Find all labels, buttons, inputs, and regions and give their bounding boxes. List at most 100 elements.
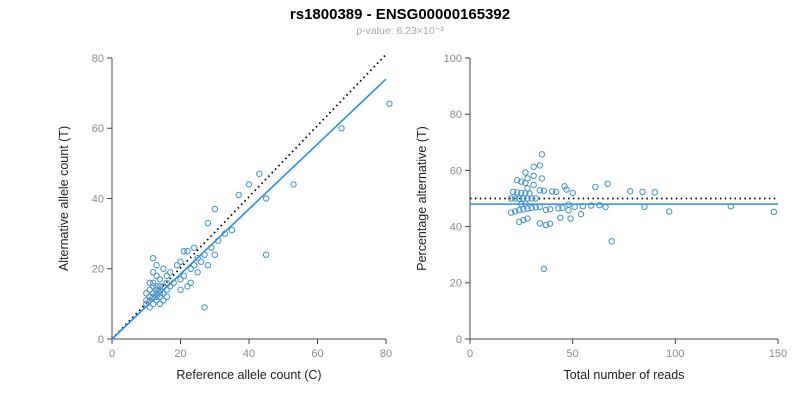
data-point [149,293,157,301]
data-point [160,290,167,297]
data-point [524,185,531,192]
data-point [177,276,184,283]
x-tick-label: 0 [467,348,473,360]
data-point [163,286,171,294]
data-point [514,177,521,184]
data-point [149,279,157,287]
data-point [146,286,153,294]
data-point [516,195,523,202]
data-point [156,300,164,308]
x-ticks: 0 50 100 150 [467,339,787,360]
data-point [538,175,546,182]
data-point [627,188,634,195]
data-point [156,283,164,290]
data-point [149,283,157,290]
data-point [536,220,544,227]
fit-line [111,78,387,340]
data-point [532,195,539,202]
data-point [524,205,531,212]
data-point [262,251,270,258]
data-point [538,151,546,158]
data-point [518,189,525,197]
data-point [163,279,171,287]
y-tick-label: 20 [450,278,462,290]
data-point [540,265,548,273]
data-point [516,218,523,226]
data-point [191,244,198,251]
data-point [565,207,572,214]
data-point [563,186,570,193]
y-axis-title: Alternative allele count (T) [57,126,71,271]
data-point [559,204,566,212]
x-tick-label: 40 [243,348,255,360]
data-point [156,286,164,294]
data-point [245,181,253,188]
data-point [167,269,174,276]
data-point [156,290,164,297]
y-ticks: 0 20 40 60 80 [92,53,112,346]
data-point [542,221,550,229]
x-tick-label: 20 [174,348,186,360]
allele-count-scatter: 0 20 40 60 80 0 20 40 60 80 Reference allele count… [57,53,393,382]
data-point [338,125,345,132]
data-point [160,283,167,290]
data-point [187,279,195,287]
data-point [149,300,157,308]
data-point [592,183,599,191]
data-point [204,262,212,269]
data-point [143,297,150,304]
data-point [228,226,236,234]
data-point [514,189,521,196]
data-points [143,100,393,311]
data-point [639,188,646,196]
data-point [641,203,648,211]
data-point [146,293,153,301]
data-point [204,219,212,227]
data-point [163,272,171,280]
y-tick-label: 40 [450,221,462,233]
x-axis-title: Reference allele count (C) [176,368,321,382]
data-points [507,151,778,273]
x-tick-label: 80 [380,348,392,360]
percentage-reads-scatter: 0 50 100 150 0 20 40 60 80 100 Total number of rea… [415,53,787,382]
data-point [548,188,556,195]
y-tick-label: 0 [456,334,462,346]
data-point [520,206,527,213]
data-point [146,279,153,287]
plot-subtitle: p-value: 6.23×10⁻³ [356,25,444,37]
data-point [524,175,531,182]
data-point [187,265,195,273]
data-point [666,208,673,215]
plot-header: rs1800389 - ENSG00000165392 p-value: 6.2… [0,0,800,46]
data-point [221,230,229,237]
data-point [386,100,393,107]
data-point [530,172,537,180]
data-point [177,258,184,265]
data-point [211,251,219,258]
data-point [153,286,160,294]
data-point [528,204,535,212]
y-tick-label: 0 [98,334,104,346]
data-point [146,297,153,304]
data-point [235,191,242,199]
data-point [604,180,611,188]
x-axis-title: Total number of reads [564,368,685,382]
data-point [524,215,531,222]
data-point [153,283,160,290]
data-point [201,251,208,258]
data-point [557,214,564,221]
data-point [290,181,297,188]
data-point [530,163,537,171]
y-tick-label: 80 [450,109,462,121]
data-point [262,195,270,202]
data-point [651,189,659,196]
data-point [170,279,177,287]
x-ticks: 0 20 40 60 80 [109,339,392,360]
x-tick-label: 50 [567,348,579,360]
data-point [256,170,263,178]
y-ticks: 0 20 40 60 80 100 [444,53,470,346]
data-point [536,187,544,194]
data-point [553,188,560,196]
data-point [208,244,215,251]
data-point [536,203,544,211]
